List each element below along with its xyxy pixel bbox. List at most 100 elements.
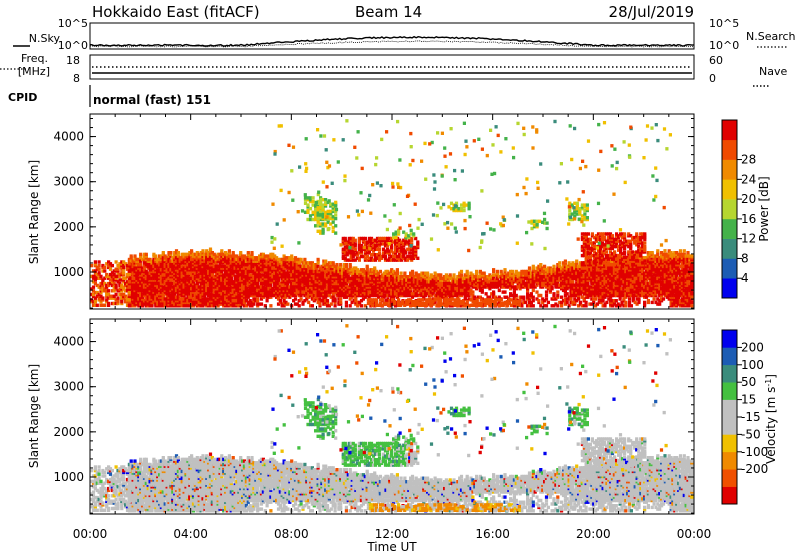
nsearch-trace <box>90 40 695 48</box>
power-echo-cell <box>290 261 294 265</box>
power-echo-cell <box>152 264 156 269</box>
power-echo-cell <box>478 276 482 281</box>
power-echo-cell <box>561 285 566 289</box>
power-echo-cell <box>288 278 292 282</box>
power-echo-cell <box>256 299 260 303</box>
power-echo-cell <box>458 288 462 293</box>
power-echo-cell <box>142 264 147 269</box>
power-echo-cell <box>448 287 452 291</box>
power-echo-cell <box>541 276 545 281</box>
power-echo-cell <box>452 283 456 287</box>
power-echo-cell <box>444 295 448 299</box>
power-echo-cell <box>207 288 211 293</box>
power-echo-cell <box>210 251 214 255</box>
power-echo-cell <box>231 251 235 255</box>
power-echo-cell <box>193 297 197 301</box>
power-echo-cell <box>286 273 290 277</box>
power-echo-cell <box>312 276 316 281</box>
power-echo-cell <box>242 275 247 279</box>
power-echo-cell <box>499 283 503 287</box>
power-echo-cell <box>201 263 205 267</box>
power-echo-cell <box>531 264 535 269</box>
power-echo-cell <box>469 283 473 287</box>
power-echo-cell <box>578 276 583 281</box>
power-echo-cell <box>359 276 364 281</box>
power-echo-cell <box>444 288 448 293</box>
power-echo-cell <box>167 287 171 291</box>
power-echo-cell <box>269 263 273 267</box>
power-echo-cell <box>156 299 160 303</box>
power-echo-cell <box>339 300 343 305</box>
power-echo-cell <box>437 287 441 291</box>
power-echo-cell <box>492 275 496 279</box>
power-echo-cell <box>280 271 284 275</box>
power-echo-cell <box>241 271 245 275</box>
power-echo-cell <box>354 300 358 305</box>
power-echo-cell <box>299 259 303 263</box>
power-echo-cell <box>139 299 143 303</box>
power-echo-cell <box>395 273 399 277</box>
power-echo-cell <box>333 283 337 287</box>
power-echo-cell <box>444 287 448 291</box>
power-echo-cell <box>354 288 358 293</box>
power-echo-cell <box>369 268 373 272</box>
power-echo-cell <box>409 283 413 287</box>
power-echo-cell <box>250 273 254 277</box>
power-echo-cell <box>412 285 416 289</box>
power-echo-cell <box>237 285 241 289</box>
power-echo-cell <box>541 300 545 305</box>
power-echo-cell <box>131 295 135 299</box>
power-echo-cell <box>537 276 541 281</box>
power-echo-cell <box>144 276 148 281</box>
power-echo-cell <box>335 264 339 269</box>
power-echo-cell <box>427 288 432 293</box>
power-echo-cell <box>395 283 399 287</box>
power-echo-cell <box>173 285 177 289</box>
power-echo-cell <box>239 300 243 305</box>
power-echo-cell <box>380 288 384 293</box>
power-echo-cell <box>471 276 475 281</box>
power-echo-cell <box>216 283 220 287</box>
power-echo-cell <box>590 288 594 293</box>
power-echo-cell <box>543 299 547 303</box>
power-echo-cell <box>171 297 175 301</box>
power-echo-cell <box>173 300 177 305</box>
power-echo-cell <box>463 276 467 281</box>
power-echo-cell <box>575 283 579 287</box>
power-echo-cell <box>469 292 473 296</box>
power-echo-cell <box>182 288 186 293</box>
power-echo-cell <box>244 271 248 275</box>
power-echo-cell <box>584 275 588 279</box>
power-echo-cell <box>527 297 532 301</box>
power-echo-cell <box>322 295 326 299</box>
power-echo-cell <box>380 283 384 287</box>
power-echo-cell <box>191 264 196 269</box>
power-echo-cell <box>231 299 235 303</box>
power-echo-cell <box>176 273 180 277</box>
power-echo-cell <box>420 285 424 289</box>
power-echo-cell <box>190 299 194 303</box>
power-echo-cell <box>297 264 301 269</box>
power-echo-cell <box>567 304 571 308</box>
power-echo-cell <box>273 261 277 265</box>
power-echo-cell <box>293 261 298 265</box>
power-echo-cell <box>584 263 588 267</box>
power-echo-cell <box>174 285 179 289</box>
power-echo-cell <box>322 276 326 281</box>
power-echo-cell <box>597 276 601 281</box>
power-echo-cell <box>265 299 269 303</box>
power-echo-cell <box>471 285 475 289</box>
power-echo-cell <box>586 285 590 289</box>
power-echo-cell <box>297 285 301 289</box>
power-echo-cell <box>159 297 163 301</box>
power-echo-cell <box>171 285 175 289</box>
power-echo-cell <box>584 295 588 299</box>
power-echo-cell <box>237 263 241 267</box>
power-echo-cell <box>237 259 241 263</box>
power-echo-cell <box>214 254 218 258</box>
power-echo-cell <box>290 283 294 287</box>
power-echo-cell <box>324 285 328 289</box>
power-echo-cell <box>561 283 566 287</box>
power-echo-cell <box>577 271 581 275</box>
power-echo-cell <box>231 285 235 289</box>
